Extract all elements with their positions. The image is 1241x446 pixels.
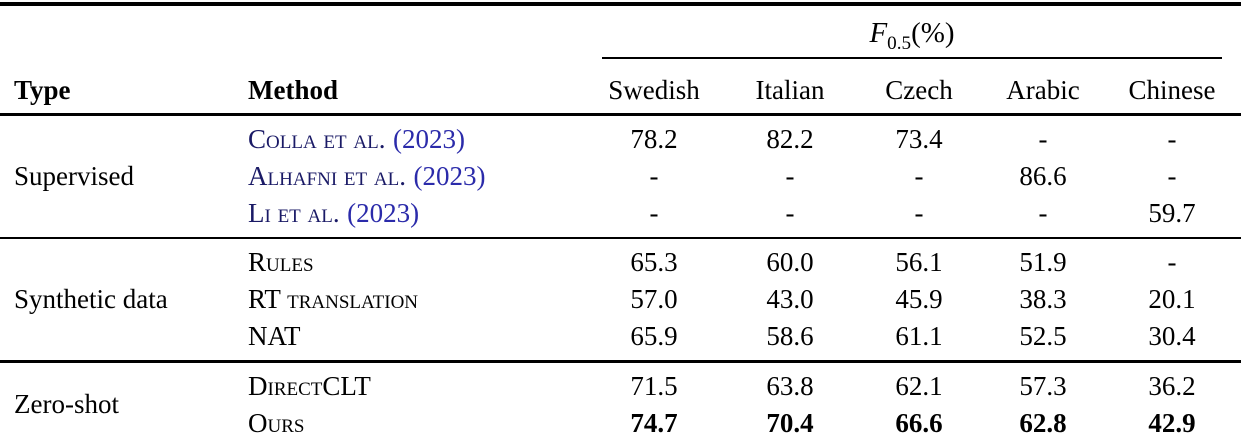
score-cell: 62.1 bbox=[895, 370, 943, 401]
score-cell: 42.9 bbox=[1148, 407, 1196, 438]
col-header-czech: Czech bbox=[885, 75, 953, 105]
score-cell: 78.2 bbox=[630, 123, 678, 154]
col-header-italian: Italian bbox=[755, 75, 825, 105]
col-header-arabic: Arabic bbox=[1006, 75, 1080, 105]
score-cell: 74.7 bbox=[630, 407, 678, 438]
score-cell: - bbox=[785, 160, 795, 191]
citation-link[interactable]: Li et al. (2023) bbox=[248, 198, 419, 228]
score-cell: 66.6 bbox=[895, 407, 943, 438]
score-cell: 62.8 bbox=[1019, 407, 1067, 438]
method-cell: Rules bbox=[248, 247, 314, 277]
group-type-label: Zero-shot bbox=[14, 389, 119, 419]
score-cell: - bbox=[1167, 160, 1177, 191]
citation-year: (2023) bbox=[393, 123, 465, 154]
method-cell: NAT bbox=[248, 321, 301, 351]
group-separator-rule bbox=[0, 360, 1241, 363]
citation-link[interactable]: Colla et al. (2023) bbox=[248, 124, 465, 154]
top-rule bbox=[0, 2, 1241, 6]
citation-year: (2023) bbox=[347, 197, 420, 228]
score-cell: 45.9 bbox=[895, 284, 943, 314]
metric-symbol: F bbox=[869, 17, 888, 49]
metric-header: F0.5(%) bbox=[586, 13, 1238, 53]
score-cell: 20.1 bbox=[1148, 284, 1196, 314]
score-cell: 52.5 bbox=[1019, 321, 1067, 351]
score-cell: 82.2 bbox=[766, 123, 814, 154]
score-cell: 56.1 bbox=[895, 247, 943, 277]
score-cell: - bbox=[914, 197, 924, 228]
method-cell: Li et al. (2023) bbox=[234, 195, 586, 232]
citation-year: (2023) bbox=[413, 160, 486, 191]
group-zero-shot: Zero-shot DirectCLT 71.5 63.8 62.1 57.3 … bbox=[0, 363, 1241, 446]
metric-underline-rule bbox=[602, 57, 1222, 59]
col-header-swedish: Swedish bbox=[608, 75, 700, 105]
score-cell: - bbox=[785, 197, 795, 228]
score-cell: 60.0 bbox=[766, 247, 814, 277]
score-cell: - bbox=[1167, 247, 1177, 277]
score-cell: - bbox=[1167, 123, 1177, 154]
score-cell: 57.3 bbox=[1019, 370, 1067, 401]
citation-author: Colla et al. bbox=[248, 123, 386, 154]
header-rule bbox=[0, 113, 1241, 116]
group-type-label: Synthetic data bbox=[14, 284, 168, 314]
score-cell: 43.0 bbox=[766, 284, 814, 314]
score-cell: 30.4 bbox=[1148, 321, 1196, 351]
score-cell: - bbox=[1038, 197, 1048, 228]
score-cell: - bbox=[1038, 123, 1048, 154]
citation-author: Li et al. bbox=[248, 197, 340, 228]
score-cell: 61.1 bbox=[895, 321, 943, 351]
score-cell: 63.8 bbox=[766, 370, 814, 401]
score-cell: 70.4 bbox=[766, 407, 814, 438]
group-type-label: Supervised bbox=[14, 160, 134, 191]
metric-subscript: 0.5 bbox=[887, 32, 912, 54]
score-cell: - bbox=[649, 160, 659, 191]
method-cell: Colla et al. (2023) bbox=[234, 121, 586, 158]
score-cell: 65.9 bbox=[630, 321, 678, 351]
score-cell: 86.6 bbox=[1019, 160, 1067, 191]
score-cell: 57.0 bbox=[630, 284, 678, 314]
citation-author: Alhafni et al. bbox=[248, 160, 406, 191]
method-cell: DirectCLT bbox=[248, 370, 371, 401]
score-cell: 71.5 bbox=[630, 370, 678, 401]
score-cell: 38.3 bbox=[1019, 284, 1067, 314]
column-header-row: Type Method Swedish Italian Czech Arabic… bbox=[0, 59, 1241, 113]
method-cell: RT translation bbox=[248, 284, 419, 314]
citation-link[interactable]: Alhafni et al. (2023) bbox=[248, 161, 485, 191]
score-cell: 36.2 bbox=[1148, 370, 1196, 401]
score-cell: 51.9 bbox=[1019, 247, 1067, 277]
score-cell: 58.6 bbox=[766, 321, 814, 351]
method-cell: Alhafni et al. (2023) bbox=[234, 158, 586, 195]
group-supervised: Supervised Colla et al. (2023) 78.2 82.2 … bbox=[0, 116, 1241, 237]
col-header-method: Method bbox=[248, 75, 338, 105]
score-cell: - bbox=[914, 160, 924, 191]
metric-suffix: (%) bbox=[911, 17, 955, 49]
group-separator-rule bbox=[0, 236, 1241, 239]
score-cell: 73.4 bbox=[895, 123, 943, 154]
metric-header-row: F0.5(%) bbox=[0, 6, 1241, 57]
score-cell: - bbox=[649, 197, 659, 228]
col-header-chinese: Chinese bbox=[1128, 75, 1216, 105]
score-cell: 65.3 bbox=[630, 247, 678, 277]
method-cell-ours: Ours bbox=[248, 407, 305, 438]
cmidrule-row bbox=[0, 57, 1241, 59]
group-synthetic-data: Synthetic data Rules 65.3 60.0 56.1 51.9… bbox=[0, 239, 1241, 360]
col-header-type: Type bbox=[14, 75, 71, 105]
score-cell: 59.7 bbox=[1148, 197, 1196, 228]
